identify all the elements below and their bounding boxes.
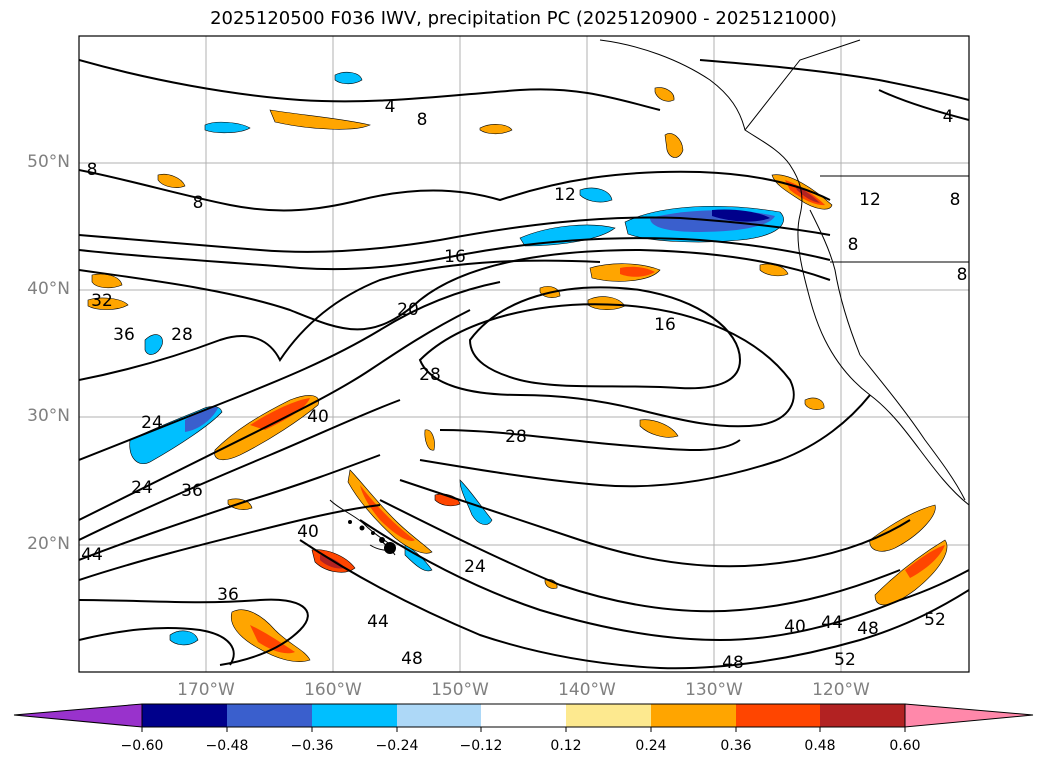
contour-label: 44 [821,613,843,633]
iwv-contours [79,59,969,670]
contour-label: 24 [131,478,153,498]
contour-label: 4 [385,97,396,117]
contour-label: 12 [554,185,576,205]
colorbar-tick-label: −0.24 [375,738,419,754]
map-title: 2025120500 F036 IWV, precipitation PC (2… [210,8,837,29]
contour-label: 20 [397,300,419,320]
contour-label: 24 [464,557,486,577]
contour-label: 8 [417,110,428,130]
contour-label: 8 [957,265,968,285]
lon-label: 120°W [812,680,870,700]
contour-label: 24 [141,413,163,433]
colorbar-tick-label: −0.36 [290,738,334,754]
lon-label: 130°W [685,680,743,700]
contour-label: 16 [654,315,676,335]
contour-label: 36 [217,585,239,605]
map-frame [78,35,970,673]
contour-label: 8 [193,193,204,213]
colorbar-tick-label: 0.60 [889,738,921,754]
colorbar-segment [566,704,651,727]
contour-label: 8 [950,190,961,210]
lon-label: 170°W [177,680,235,700]
contour-label: 48 [401,649,423,669]
colorbar-tick-label: 0.36 [720,738,752,754]
lat-label: 30°N [27,406,70,426]
colorbar [13,703,1034,732]
colorbar-segment [736,704,820,727]
colorbar-extend-low [13,703,143,728]
colorbar-tick-label: 0.48 [804,738,836,754]
lon-label: 140°W [558,680,616,700]
colorbar-tick-label: −0.60 [120,738,164,754]
colorbar-segment [227,704,312,727]
lat-label: 40°N [27,279,70,299]
contour-label: 28 [171,325,193,345]
contour-label: 12 [859,190,881,210]
lon-label: 160°W [304,680,362,700]
lon-label: 150°W [431,680,489,700]
colorbar-segment [312,704,397,727]
contour-label: 28 [419,365,441,385]
colorbar-segment [397,704,481,727]
colorbar-tick-label: 0.12 [550,738,582,754]
contour-label: 40 [297,522,319,542]
hawaii-islands [348,520,396,554]
contour-label: 40 [307,407,329,427]
contour-label: 8 [87,160,98,180]
colorbar-segment [481,704,566,727]
contour-label: 28 [505,427,527,447]
colorbar-tick-label: 0.24 [635,738,667,754]
contour-value-labels: 4 4 8 8 8 8 8 12 12 16 16 20 24 24 24 28… [81,97,967,673]
colorbar-tick-label: −0.48 [205,738,249,754]
contour-label: 36 [113,325,135,345]
contour-label: 16 [444,247,466,267]
contour-label: 52 [924,610,946,630]
contour-label: 44 [367,612,389,632]
colorbar-segment [820,704,905,727]
contour-label: 52 [834,650,856,670]
contour-label: 4 [943,107,954,127]
colorbar-tick-label: −0.12 [459,738,503,754]
colorbar-extend-high [904,703,1034,728]
contour-label: 8 [848,235,859,255]
contour-label: 40 [784,617,806,637]
contour-label: 48 [722,653,744,673]
colorbar-segment [651,704,736,727]
map-background [79,36,969,672]
contour-label: 44 [81,545,103,565]
lat-label: 20°N [27,534,70,554]
contour-label: 36 [181,481,203,501]
lat-label: 50°N [27,152,70,172]
coastlines [329,39,969,556]
colorbar-segment [142,704,227,727]
contour-label: 32 [91,291,113,311]
contour-label: 48 [857,619,879,639]
